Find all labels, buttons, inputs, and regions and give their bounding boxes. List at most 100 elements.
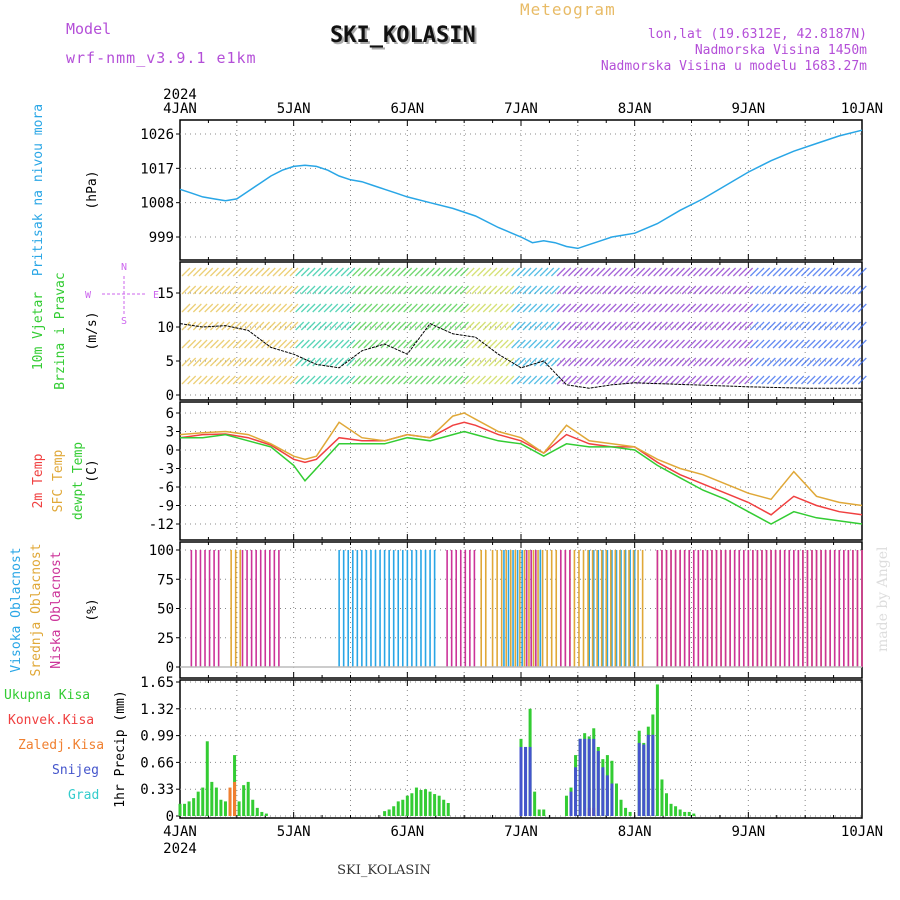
wind-arrow	[704, 321, 714, 331]
wind-arrow	[596, 375, 606, 385]
wind-arrow	[840, 339, 850, 349]
wind-arrow	[317, 321, 327, 331]
wind-arrow	[289, 357, 299, 367]
wind-arrow	[641, 285, 651, 295]
wind-arrow	[425, 267, 435, 277]
wind-arrow	[295, 267, 305, 277]
wind-arrow	[801, 267, 810, 277]
precip-bar	[605, 775, 609, 816]
wind-arrow	[852, 339, 862, 349]
wind-arrow	[624, 357, 634, 367]
wind-arrow	[596, 339, 606, 349]
wind-arrow	[840, 375, 850, 385]
wind-arrow	[460, 267, 469, 277]
wind-arrow	[835, 357, 845, 367]
wind-arrow	[255, 375, 265, 385]
wind-arrow	[397, 285, 407, 295]
wind-arrow	[681, 267, 691, 277]
cloud-series-label: Srednja Oblacnost	[29, 543, 44, 676]
precip-bar	[228, 787, 232, 816]
wind-arrow	[403, 303, 413, 313]
wind-arrow	[238, 303, 248, 313]
wind-arrow	[789, 321, 799, 331]
wind-arrow	[232, 303, 242, 313]
wind-arrow	[300, 357, 310, 367]
wind-arrow	[630, 321, 640, 331]
panel-cloud: 0 25 50 75 100 (%) Visoka Oblacnost Srednja Obl…	[9, 541, 863, 679]
wind-arrow	[494, 321, 504, 331]
wind-arrow	[352, 321, 361, 331]
wind-arrow	[710, 375, 720, 385]
wind-arrow	[391, 285, 401, 295]
wind-arrow	[818, 303, 827, 313]
wind-arrow	[431, 303, 441, 313]
wind-arrow	[380, 285, 390, 295]
wind-arrow	[369, 375, 379, 385]
wind-arrow	[460, 285, 469, 295]
wind-arrow	[215, 267, 225, 277]
wind-arrow	[505, 375, 515, 385]
wind-arrow	[687, 321, 697, 331]
wind-arrow	[238, 267, 248, 277]
wind-arrow	[528, 303, 538, 313]
compass-label: S	[121, 316, 127, 327]
wind-arrow	[539, 375, 549, 385]
wind-arrow	[334, 267, 344, 277]
wind-arrow	[488, 375, 498, 385]
wind-arrow	[755, 339, 765, 349]
precip-bar	[446, 803, 450, 816]
wind-arrow	[266, 321, 276, 331]
wind-arrow	[613, 303, 623, 313]
wind-arrow	[312, 357, 322, 367]
wind-arrow	[698, 339, 708, 349]
wind-arrow	[727, 375, 737, 385]
wind-arrow	[204, 267, 214, 277]
wind-arrow	[357, 339, 367, 349]
wind-arrow	[209, 267, 219, 277]
wind-arrow	[352, 303, 361, 313]
wind-arrow	[795, 375, 805, 385]
wind-arrow	[369, 321, 379, 331]
wind-arrow	[414, 357, 424, 367]
wind-arrow	[340, 321, 350, 331]
wind-arrow	[721, 321, 731, 331]
wind-arrow	[482, 375, 492, 385]
wind-arrow	[329, 285, 339, 295]
wind-arrow	[698, 303, 708, 313]
wind-arrow	[317, 285, 327, 295]
wind-arrow	[835, 321, 845, 331]
wind-arrow	[528, 339, 538, 349]
wind-arrow	[346, 357, 356, 367]
wind-arrow	[533, 303, 543, 313]
wind-arrow	[221, 357, 231, 367]
compass-label: W	[85, 290, 92, 301]
wind-arrow	[806, 357, 816, 367]
wind-arrow	[675, 357, 685, 367]
wind-arrow	[727, 321, 737, 331]
wind-arrow	[590, 303, 600, 313]
wind-arrow	[704, 267, 714, 277]
wind-arrow	[539, 357, 549, 367]
wind-arrow	[727, 339, 737, 349]
wind-arrow	[772, 303, 782, 313]
wind-arrow	[783, 321, 793, 331]
wind-arrow	[334, 339, 344, 349]
wind-arrow	[710, 267, 720, 277]
wind-arrow	[658, 339, 668, 349]
wind-arrow	[329, 375, 339, 385]
wind-arrow	[397, 339, 407, 349]
wind-arrow	[516, 339, 526, 349]
precip-bar	[569, 791, 573, 816]
wind-arrow	[346, 339, 356, 349]
wind-arrow	[329, 339, 339, 349]
wind-arrow	[710, 357, 720, 367]
wind-arrow	[624, 285, 634, 295]
wind-arrow	[852, 375, 862, 385]
wind-arrow	[471, 303, 481, 313]
wind-arrow	[408, 285, 418, 295]
wind-arrow	[772, 375, 782, 385]
wind-arrow	[658, 303, 668, 313]
wind-arrow	[374, 357, 384, 367]
wind-arrow	[585, 357, 594, 367]
wind-arrow	[272, 357, 282, 367]
